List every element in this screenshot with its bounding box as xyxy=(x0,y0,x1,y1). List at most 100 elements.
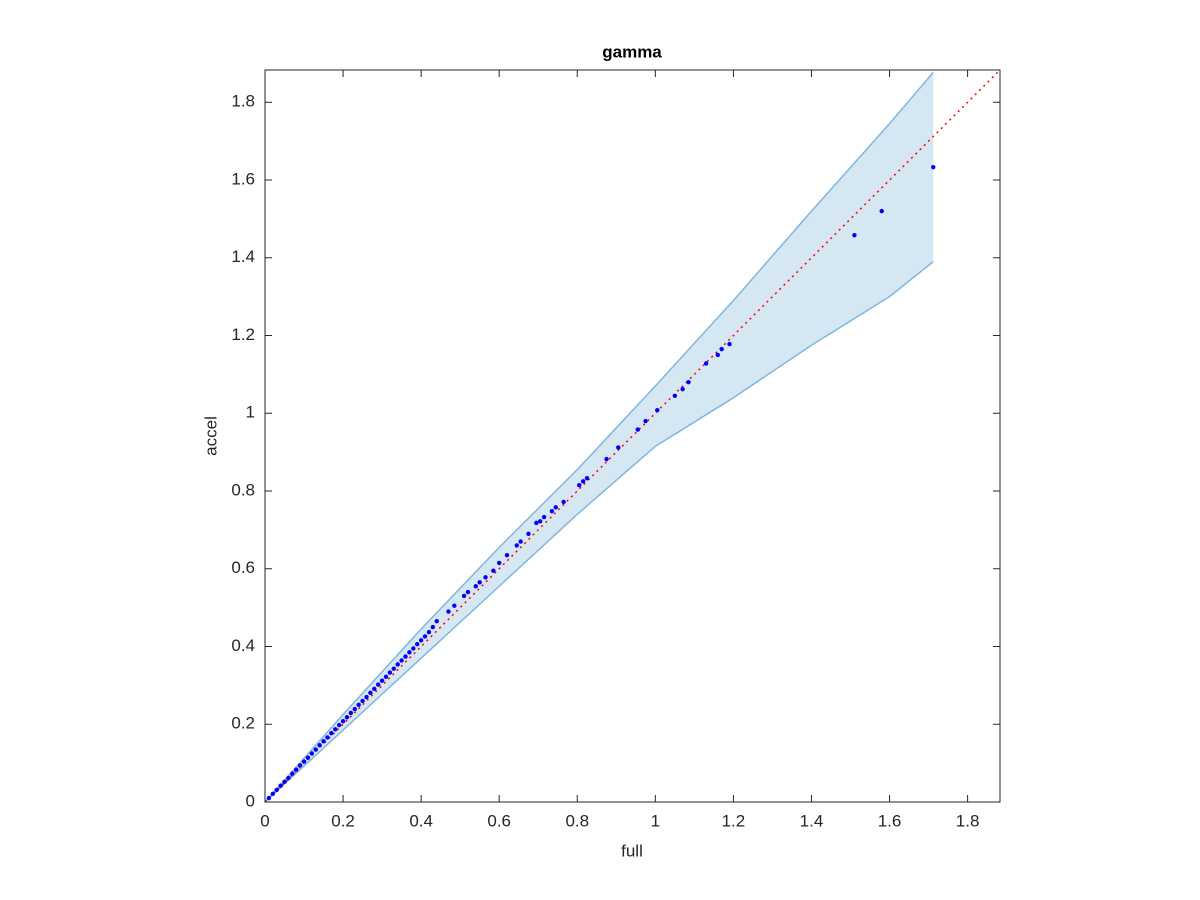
point xyxy=(561,499,566,505)
x-tick-label: 1.6 xyxy=(878,811,902,830)
point xyxy=(368,690,373,695)
point xyxy=(672,393,678,398)
point xyxy=(383,674,389,680)
point xyxy=(395,662,400,667)
y-tick-label: 1.6 xyxy=(231,169,255,188)
point xyxy=(360,698,365,704)
point xyxy=(305,755,311,760)
y-tick-label: 1.2 xyxy=(231,325,255,344)
confidence-band xyxy=(265,72,934,802)
point xyxy=(461,593,467,599)
point xyxy=(375,682,381,687)
point xyxy=(541,514,547,520)
point xyxy=(497,560,502,566)
point xyxy=(446,609,451,614)
y-axis-label: accel xyxy=(201,416,220,456)
point xyxy=(549,509,555,514)
point xyxy=(270,791,276,797)
point xyxy=(452,603,457,608)
x-tick-label: 1.8 xyxy=(956,811,980,830)
point xyxy=(604,456,609,462)
point xyxy=(518,539,523,544)
point xyxy=(391,666,397,671)
x-tick-label: 0.6 xyxy=(487,811,511,830)
point xyxy=(504,552,510,558)
point xyxy=(415,641,420,647)
point xyxy=(325,735,330,740)
point xyxy=(473,584,478,589)
x-tick-label: 0.8 xyxy=(565,811,589,830)
point xyxy=(643,418,648,424)
point xyxy=(483,575,488,580)
x-tick-label: 1.4 xyxy=(800,811,824,830)
y-tick-label: 1.4 xyxy=(231,247,255,266)
point xyxy=(719,346,724,352)
point xyxy=(348,710,354,716)
point xyxy=(356,702,361,708)
point xyxy=(715,352,720,358)
point xyxy=(340,718,346,724)
point xyxy=(514,543,519,548)
point xyxy=(534,520,539,526)
point xyxy=(313,747,318,752)
point xyxy=(703,361,709,366)
point xyxy=(329,730,334,736)
x-tick-label: 0 xyxy=(260,811,269,830)
point xyxy=(584,475,590,481)
point xyxy=(537,519,543,524)
point xyxy=(317,743,322,748)
point xyxy=(278,783,283,788)
point xyxy=(686,379,691,385)
point xyxy=(286,775,291,781)
point xyxy=(577,482,582,488)
point xyxy=(290,771,295,776)
point xyxy=(321,739,326,744)
point xyxy=(297,763,303,768)
reference-line xyxy=(264,69,1001,803)
point xyxy=(294,767,299,772)
point xyxy=(635,427,640,432)
point xyxy=(491,568,496,573)
point xyxy=(379,678,385,683)
point xyxy=(477,580,482,585)
band-upper xyxy=(264,71,934,803)
y-tick-label: 0 xyxy=(246,791,255,810)
point xyxy=(344,715,350,720)
point xyxy=(387,670,393,675)
point xyxy=(418,638,424,643)
point xyxy=(727,341,732,347)
point xyxy=(274,787,279,793)
point xyxy=(680,386,685,392)
point xyxy=(399,658,404,663)
point xyxy=(407,650,412,655)
band-lower xyxy=(264,261,934,803)
chart-title: gamma xyxy=(602,42,662,61)
point xyxy=(364,694,369,700)
axes-box xyxy=(264,69,1001,803)
point xyxy=(422,634,428,639)
point xyxy=(616,445,621,450)
x-tick-label: 0.4 xyxy=(409,811,433,830)
y-tick-label: 0.8 xyxy=(231,480,255,499)
point xyxy=(655,407,660,413)
y-tick-label: 0.6 xyxy=(231,558,255,577)
point xyxy=(426,629,432,635)
point xyxy=(309,751,315,756)
point xyxy=(411,646,416,651)
y-tick-label: 1.8 xyxy=(231,92,255,111)
point xyxy=(372,686,377,692)
point xyxy=(434,619,439,624)
x-tick-label: 1.2 xyxy=(722,811,746,830)
point xyxy=(526,531,531,536)
point xyxy=(430,624,436,630)
point xyxy=(931,164,936,170)
x-axis-label: full xyxy=(621,841,643,860)
point xyxy=(333,727,338,732)
point xyxy=(301,759,307,764)
point xyxy=(403,654,408,659)
point xyxy=(580,479,586,484)
point xyxy=(266,795,272,801)
point xyxy=(553,505,558,510)
point xyxy=(352,706,357,712)
